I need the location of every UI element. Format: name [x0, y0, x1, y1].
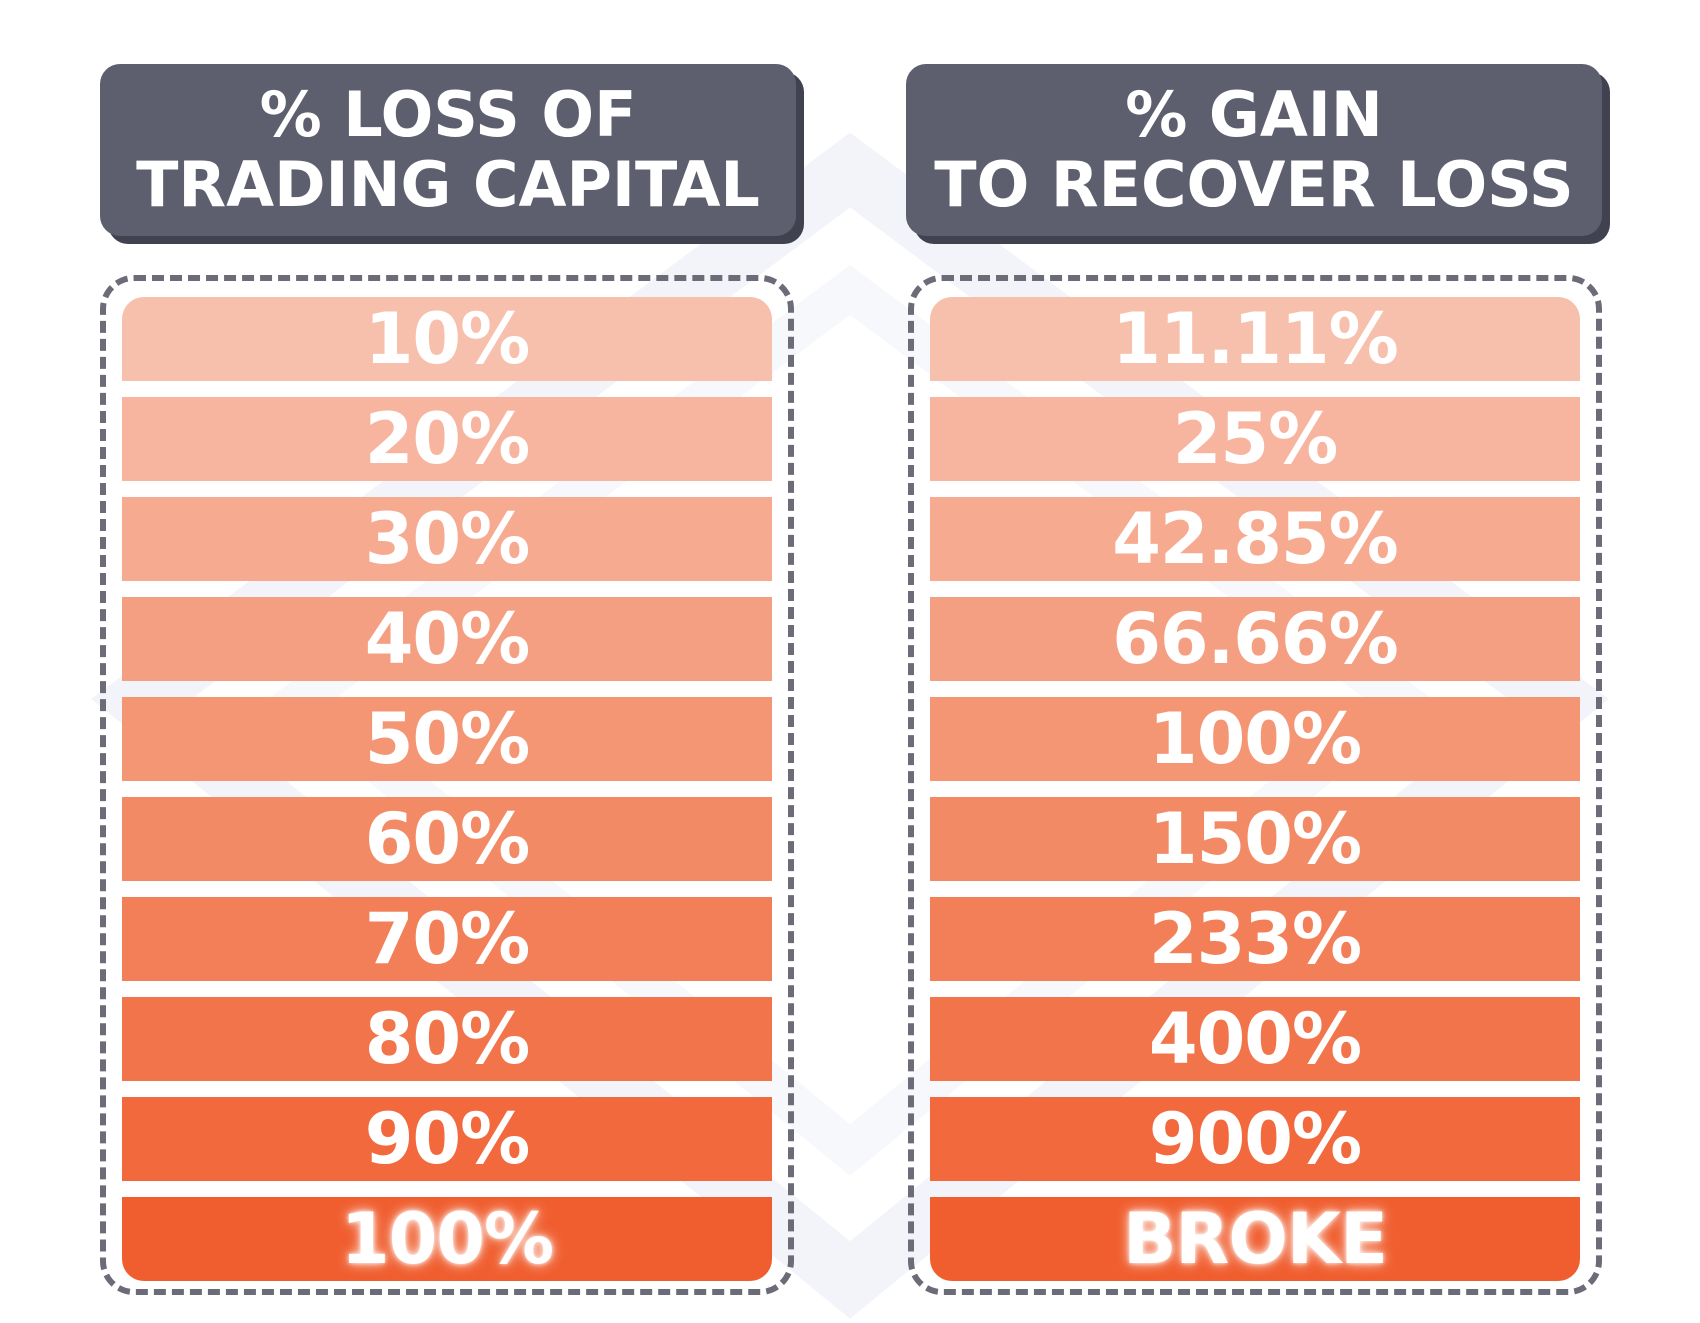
gain-table: 11.11% 25% 42.85% 66.66% 100% 150% 233% 400% 900… [908, 275, 1602, 1295]
loss-value-row: 30% [122, 497, 772, 581]
loss-value-row: 10% [122, 297, 772, 381]
loss-rows: 10% 20% 30% 40% 50% 60% 70% 80% 90% 100% [122, 297, 772, 1281]
loss-value-row: 100% [122, 1197, 772, 1281]
gain-value-row: 25% [930, 397, 1580, 481]
gain-value-row: 42.85% [930, 497, 1580, 581]
loss-header-line2: TRADING CAPITAL [136, 148, 760, 221]
gain-column-header: % GAIN TO RECOVER LOSS [906, 64, 1602, 236]
loss-value-row: 20% [122, 397, 772, 481]
gain-header-line1: % GAIN [1125, 78, 1383, 151]
loss-header-line1: % LOSS OF [259, 78, 637, 151]
gain-value-row: 150% [930, 797, 1580, 881]
gain-rows: 11.11% 25% 42.85% 66.66% 100% 150% 233% 400% 900… [930, 297, 1580, 1281]
loss-value-row: 70% [122, 897, 772, 981]
loss-column-header: % LOSS OF TRADING CAPITAL [100, 64, 796, 236]
gain-value-row: 900% [930, 1097, 1580, 1181]
loss-value-row: 40% [122, 597, 772, 681]
loss-value-row: 50% [122, 697, 772, 781]
gain-value-row: 11.11% [930, 297, 1580, 381]
gain-value-row: BROKE [930, 1197, 1580, 1281]
gain-value-row: 100% [930, 697, 1580, 781]
gain-value-row: 66.66% [930, 597, 1580, 681]
loss-value-row: 90% [122, 1097, 772, 1181]
loss-value-row: 60% [122, 797, 772, 881]
gain-value-row: 400% [930, 997, 1580, 1081]
gain-header-line2: TO RECOVER LOSS [934, 148, 1574, 221]
loss-table: 10% 20% 30% 40% 50% 60% 70% 80% 90% 100% [100, 275, 794, 1295]
gain-value-row: 233% [930, 897, 1580, 981]
loss-value-row: 80% [122, 997, 772, 1081]
